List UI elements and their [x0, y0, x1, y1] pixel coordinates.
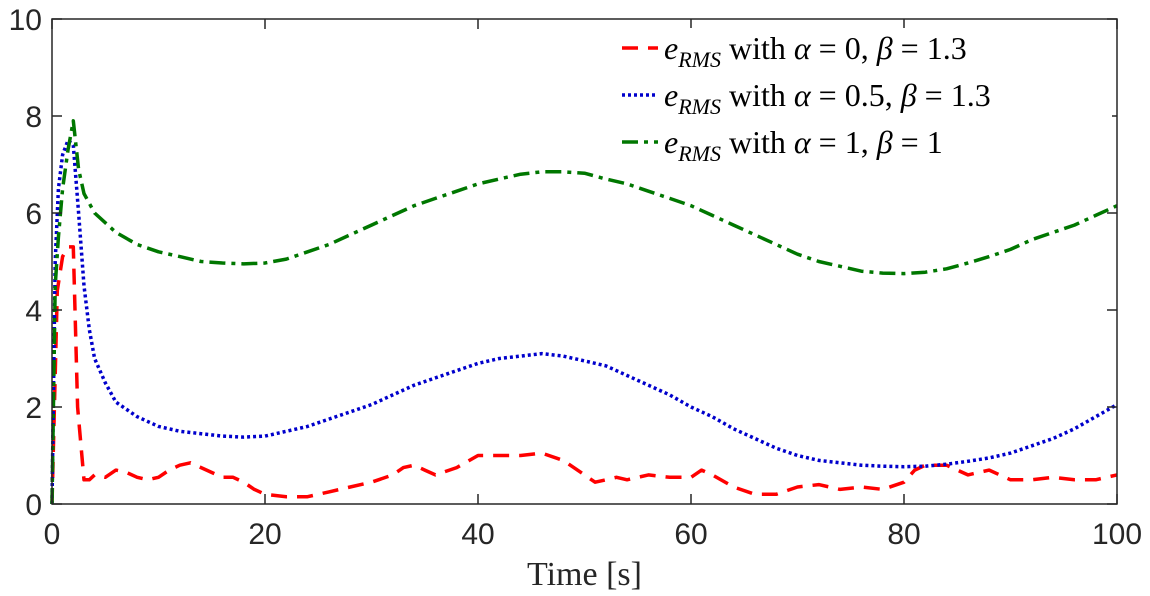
- series-layer: [50, 119, 1118, 505]
- x-tick-label: 60: [674, 518, 707, 551]
- legend-label-3: eRMS with α = 1, β = 1: [664, 124, 943, 166]
- x-axis-label: Time [s]: [527, 556, 642, 593]
- y-tick-label: 2: [25, 392, 42, 425]
- y-tick-label: 6: [25, 198, 42, 231]
- y-tick-label: 0: [25, 489, 42, 522]
- x-tick-label: 100: [1092, 518, 1142, 551]
- legend: eRMS with α = 0, β = 1.3 eRMS with α = 0.…: [612, 28, 1112, 166]
- x-tick-label: 0: [44, 518, 61, 551]
- ticks-layer: 0 20 40 60 80 100 0 2 4 6 8 10: [9, 4, 1142, 551]
- y-tick-label: 4: [25, 295, 42, 328]
- x-tick-label: 80: [887, 518, 920, 551]
- series-line-2: [50, 138, 1118, 505]
- y-tick-label: 10: [9, 4, 42, 37]
- series-line-1: [50, 245, 1118, 505]
- legend-label-2: eRMS with α = 0.5, β = 1.3: [664, 77, 991, 119]
- series-line-3: [50, 119, 1118, 505]
- x-tick-label: 20: [248, 518, 281, 551]
- y-tick-label: 8: [25, 101, 42, 134]
- legend-label-1: eRMS with α = 0, β = 1.3: [664, 30, 967, 72]
- plot-area-frame: [51, 18, 1118, 505]
- legend-box: [612, 28, 1112, 160]
- x-tick-label: 40: [461, 518, 494, 551]
